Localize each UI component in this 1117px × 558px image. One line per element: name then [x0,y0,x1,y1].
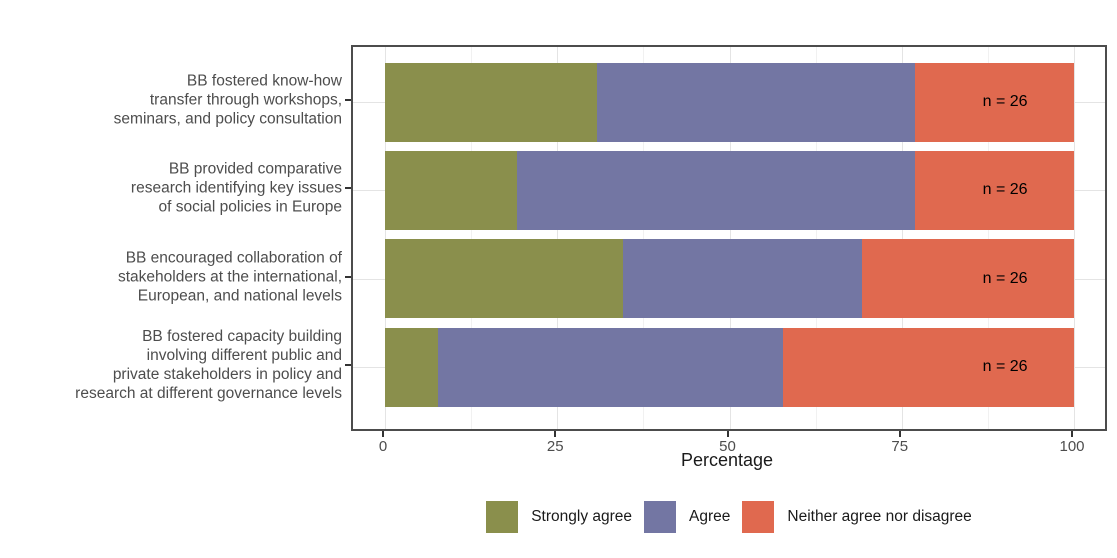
category-label-line: of social policies in Europe [158,198,342,216]
bar-segment-strongly-agree [385,239,624,319]
major-gridline [729,47,731,429]
category-label-line: BB encouraged collaboration of [125,249,342,267]
bar-row [385,239,1074,319]
sample-size-label: n = 26 [982,93,1028,110]
sample-size-label: n = 26 [982,269,1028,287]
category-label: BB encouraged collaboration of stakeholde… [118,248,342,305]
sample-size-label: n = 26 [982,358,1028,375]
y-axis-tick [345,187,351,190]
legend-item: Agree [644,501,730,533]
bar-segment-agree [597,62,915,142]
sample-size-label: n = 26 [982,181,1028,199]
bar-segment-strongly-agree [385,327,439,407]
x-axis-title: Percentage [680,450,774,470]
bar-segment-neither-agree-nor-disagree [782,327,1074,407]
x-axis-tick [554,431,557,437]
category-label-line: stakeholders at the international, [117,268,342,286]
bar-segment-neither-agree-nor-disagree [914,150,1074,230]
major-gridline [557,47,559,429]
x-axis-tick-label: 50 [719,438,736,455]
x-axis-tick-label: 75 [891,438,909,455]
x-axis-tick [1071,431,1073,437]
category-label-line: European, and national levels [137,287,342,305]
legend-swatch [742,501,775,533]
category-label-line: transfer through workshops, [149,91,342,109]
bar-segment-agree [623,239,862,319]
legend-label: Agree [689,508,731,525]
minor-gridline [643,47,645,429]
category-label-line: BB fostered capacity building [142,328,342,345]
x-axis-tick-label: 25 [546,438,564,455]
bar-segment-strongly-agree [385,150,518,230]
category-label: BB fostered capacity building involving d… [75,327,342,403]
category-label-line: seminars, and policy consultation [113,110,342,128]
legend-label: Neither agree nor disagree [787,508,972,525]
legend-item: Strongly agree [486,501,632,533]
minor-gridline [471,47,473,429]
category-label: BB provided comparative research identify… [131,160,342,217]
category-label-line: involving different public and [146,347,342,364]
category-label-line: BB fostered know-how [186,72,342,90]
bar-row [385,327,1074,407]
y-axis-tick [345,99,351,101]
x-axis-tick-label: 100 [1059,438,1085,455]
x-axis-tick-label: 0 [378,438,388,455]
bar-row [385,62,1074,142]
legend-swatch [644,501,677,533]
category-label-line: research identifying key issues [130,179,342,197]
legend-label: Strongly agree [531,508,633,525]
major-gridline [1074,47,1075,429]
bar-segment-neither-agree-nor-disagree [915,62,1074,142]
category-label-line: BB provided comparative [168,160,342,178]
bar-row [385,150,1074,230]
bar-segment-neither-agree-nor-disagree [861,239,1074,319]
bar-segment-agree [517,150,915,230]
y-axis-tick [345,275,351,278]
bar-segment-strongly-agree [385,62,597,142]
minor-gridline [815,47,817,429]
category-label-line: research at different governance levels [75,385,342,402]
category-label-line: private stakeholders in policy and [112,366,342,383]
plot-panel: n = 26 n = 26 n = 26 n = 26 [351,45,1107,431]
x-axis-tick [382,431,384,437]
legend-swatch [486,501,519,533]
legend-item: Neither agree nor disagree [742,501,972,533]
x-axis-tick [898,431,901,437]
minor-gridline [987,47,989,429]
bar-segment-agree [438,327,783,407]
x-axis-tick [726,431,729,437]
legend: Strongly agree Agree Neither agree nor dis… [351,501,1107,533]
y-axis-tick [345,364,351,366]
category-label: BB fostered know-how transfer through wor… [114,72,342,129]
major-gridline [901,47,903,429]
major-gridline [385,47,386,429]
